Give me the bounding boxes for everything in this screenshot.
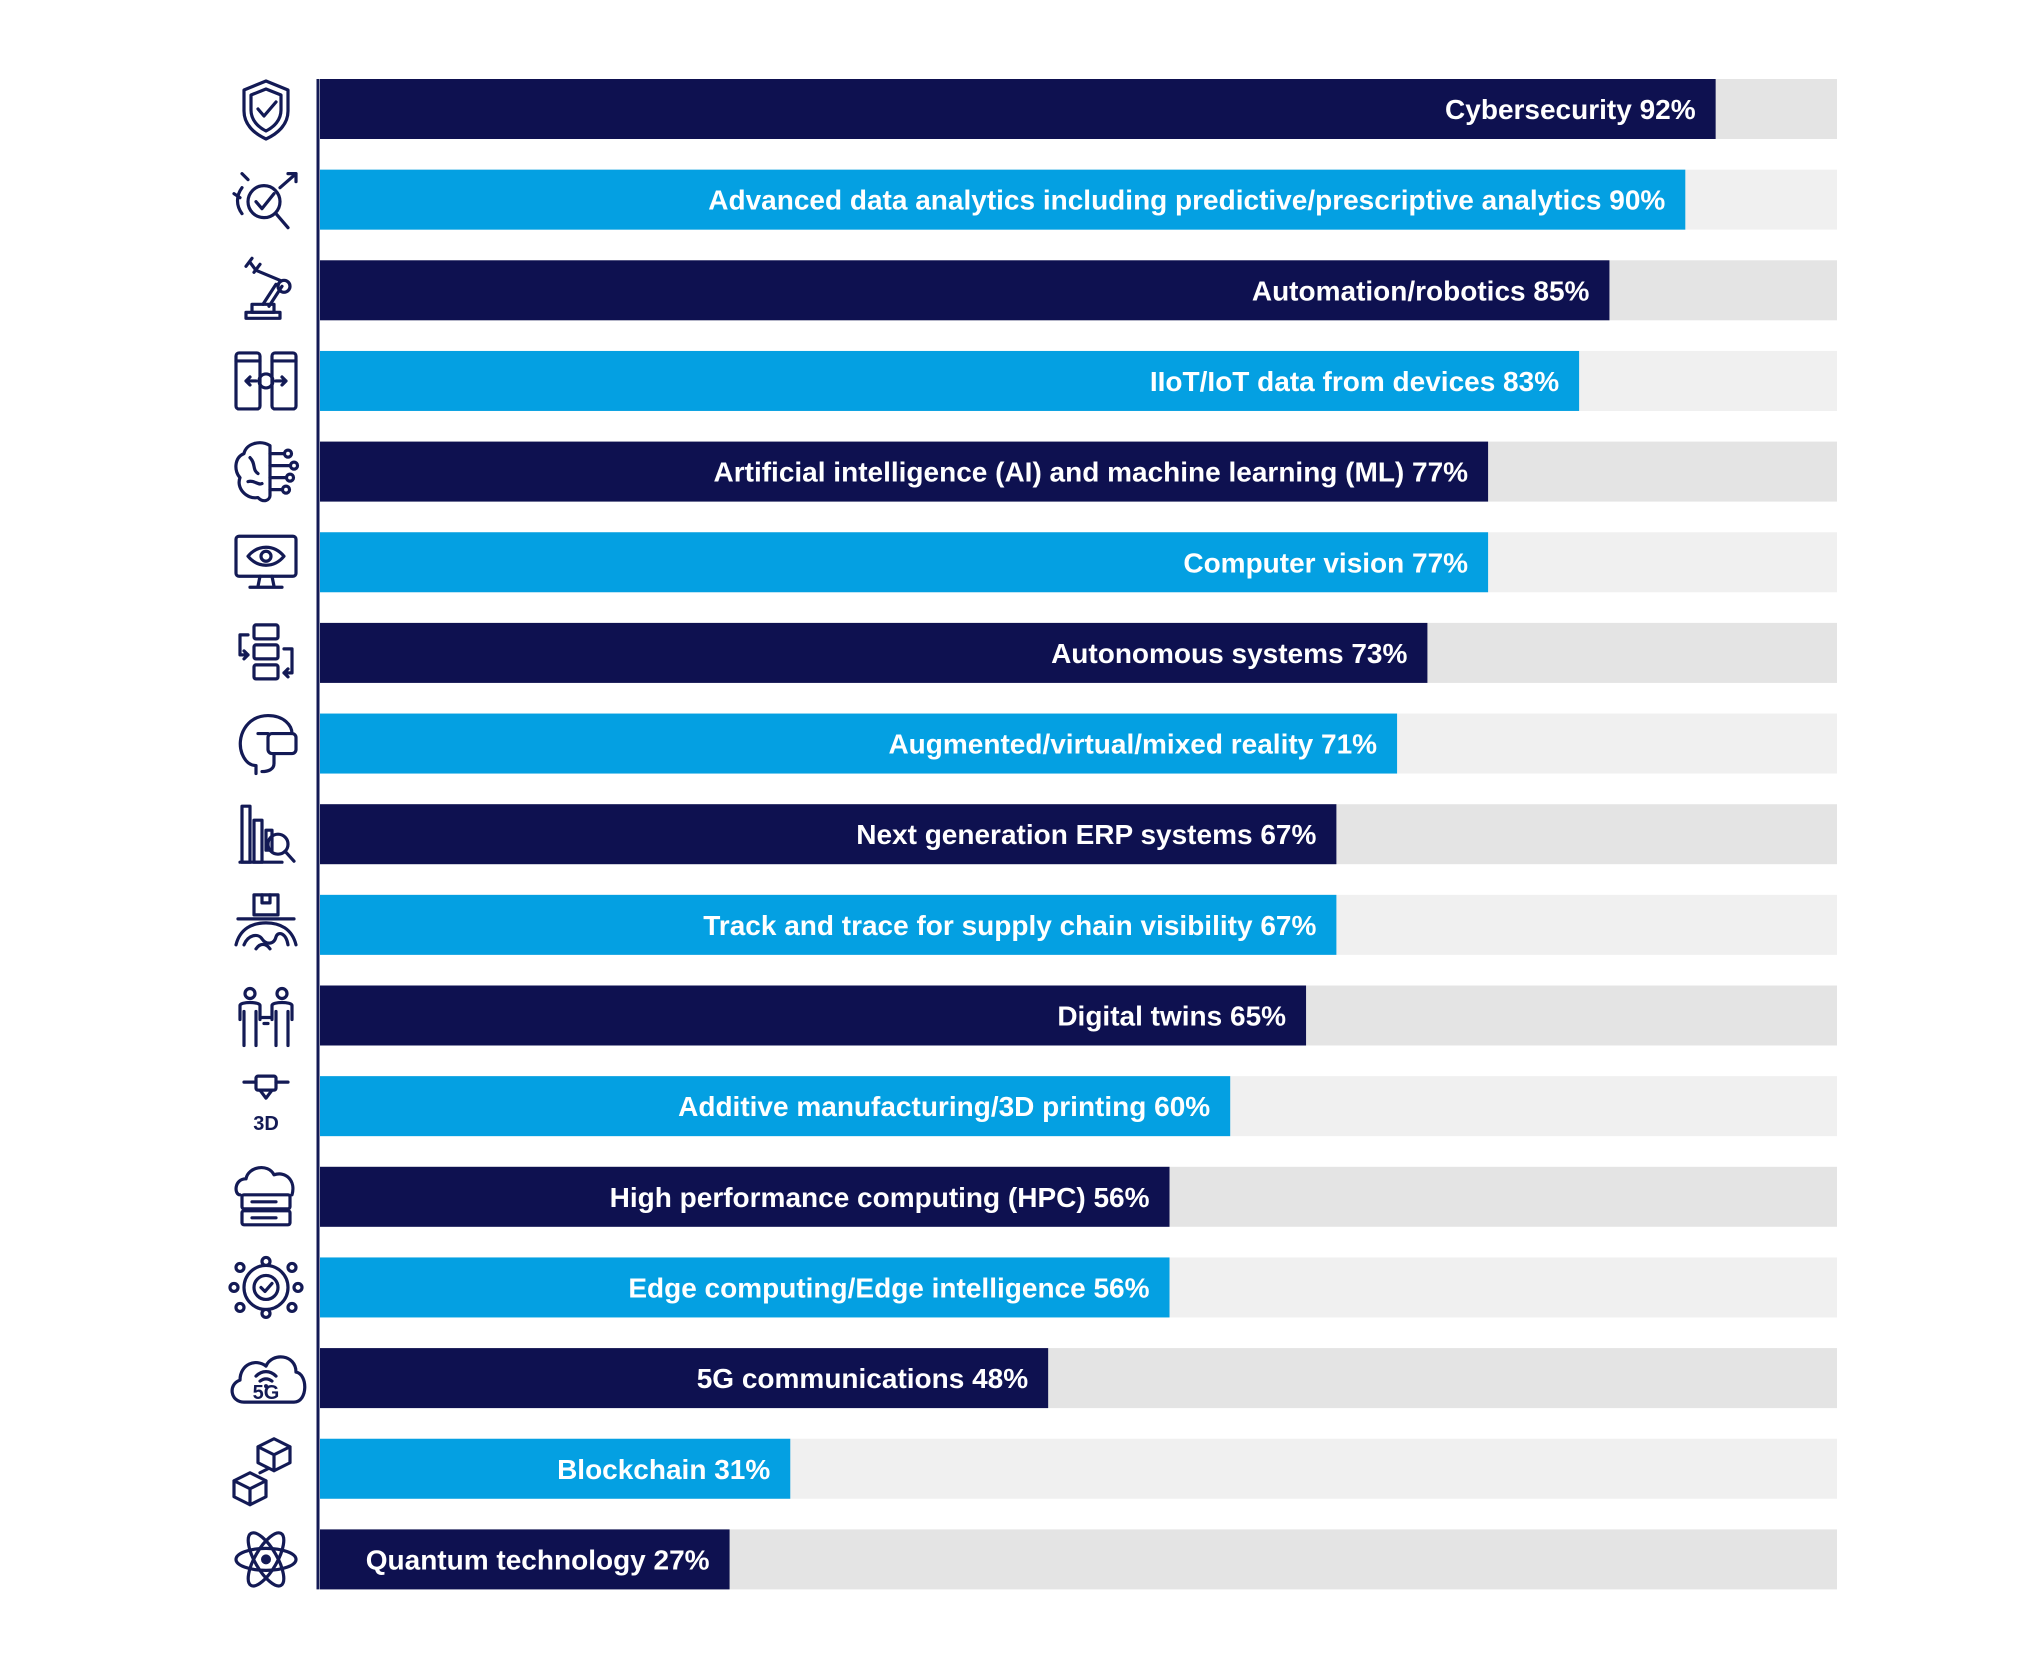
bar-15-label: 5G communications 48% [697,1363,1029,1394]
bar-7-label: Autonomous systems 73% [1051,638,1407,669]
bar-12 [320,1076,1231,1137]
bar-12-label: Additive manufacturing/3D printing 60% [678,1091,1210,1122]
computer-vision-icon [234,534,298,589]
bar-7 [320,622,1428,683]
bar-11-label: Digital twins 65% [1057,1001,1286,1032]
bar-13-label: High performance computing (HPC) 56% [610,1182,1150,1213]
bar-15 [320,1348,1049,1409]
blockchain-icon [232,1437,292,1507]
bar-6-label: Computer vision 77% [1183,547,1468,578]
bar-10 [320,894,1337,955]
bar-3-label: Automation/robotics 85% [1252,275,1590,306]
ai-brain-icon [234,441,300,503]
bar-17 [320,1529,730,1590]
bar-labels: Cybersecurity 92% Advanced data analytics… [366,94,1696,1575]
digital-twins-icon [238,986,294,1048]
bar-16 [320,1438,791,1499]
bar-4-label: IIoT/IoT data from devices 83% [1150,366,1559,397]
bar-5-label: Artificial intelligence (AI) and machine… [714,457,1469,488]
bar-3 [320,260,1610,321]
hpc-server-icon [234,1166,295,1227]
bar-11 [320,985,1307,1046]
bar-8-label: Augmented/virtual/mixed reality 71% [888,729,1377,760]
bar-13 [320,1166,1170,1227]
bar-16-label: Blockchain 31% [557,1454,770,1485]
robot-arm-icon [244,256,292,320]
autonomous-systems-icon [238,623,294,681]
bar-14-label: Edge computing/Edge intelligence 56% [628,1272,1149,1303]
vr-headset-icon [238,713,298,776]
category-icons: 3D 5G [228,79,307,1588]
5g-cloud-icon-text: 5G [253,1382,280,1404]
bar-9-label: Next generation ERP systems 67% [856,819,1316,850]
3d-printer-icon-text: 3D [253,1113,279,1135]
iot-devices-icon [234,351,298,411]
shield-check-icon [242,79,290,141]
bar-6 [320,532,1489,593]
bars [320,79,1716,1590]
edge-computing-icon [228,1255,304,1320]
bar-17-label: Quantum technology 27% [366,1544,710,1575]
bar-8 [320,713,1398,774]
supply-chain-icon [234,893,298,951]
bar-10-label: Track and trace for supply chain visibil… [703,910,1316,941]
bar-4 [320,350,1580,411]
bar-9 [320,804,1337,865]
bar-2 [320,169,1686,230]
bar-14 [320,1257,1170,1318]
5g-cloud-icon: 5G [230,1355,307,1404]
quantum-atom-icon [234,1531,298,1588]
bar-1-label: Cybersecurity 92% [1445,94,1696,125]
bar-5 [320,441,1489,502]
bar-1 [320,79,1716,139]
bar-2-label: Advanced data analytics including predic… [708,185,1665,216]
3d-printer-icon: 3D [242,1074,290,1135]
erp-search-icon [238,804,296,864]
target-analytics-icon [232,172,298,230]
